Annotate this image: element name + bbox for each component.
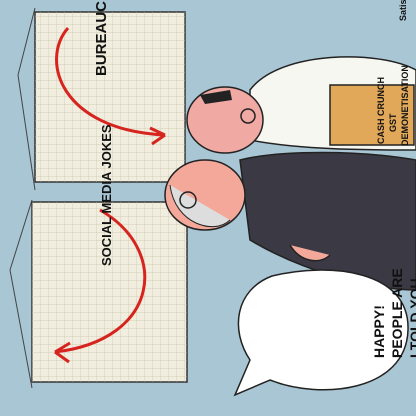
speech-bubble — [233, 269, 409, 397]
rising-curve-arrow — [54, 208, 147, 354]
character-leader — [164, 151, 416, 291]
sign-line-3: CASH CRUNCH — [376, 77, 386, 144]
chart-label-bureaucracy: BUREAUCRACY — [93, 0, 110, 76]
sign-board — [329, 84, 415, 146]
speech-line-1: HAPPY! — [371, 305, 387, 358]
arrow-head — [149, 126, 166, 146]
sign-line-2: GST — [388, 113, 398, 132]
hanging-string-left — [9, 199, 33, 389]
speech-line-3: I TOLD YOU, — [407, 275, 416, 359]
downward-trend-arrow — [55, 27, 166, 137]
arrow-head — [54, 341, 71, 364]
chart-board-social-media — [31, 201, 188, 383]
chart-label-social-media: SOCIAL MEDIA JOKES — [99, 124, 114, 266]
speech-line-2: PEOPLE ARE — [389, 268, 405, 358]
artist-signature: Satish — [398, 0, 408, 21]
hanging-string-right — [17, 7, 36, 191]
sign-line-1: DEMONETISATION — [400, 65, 410, 146]
chart-board-bureaucracy — [34, 11, 186, 183]
